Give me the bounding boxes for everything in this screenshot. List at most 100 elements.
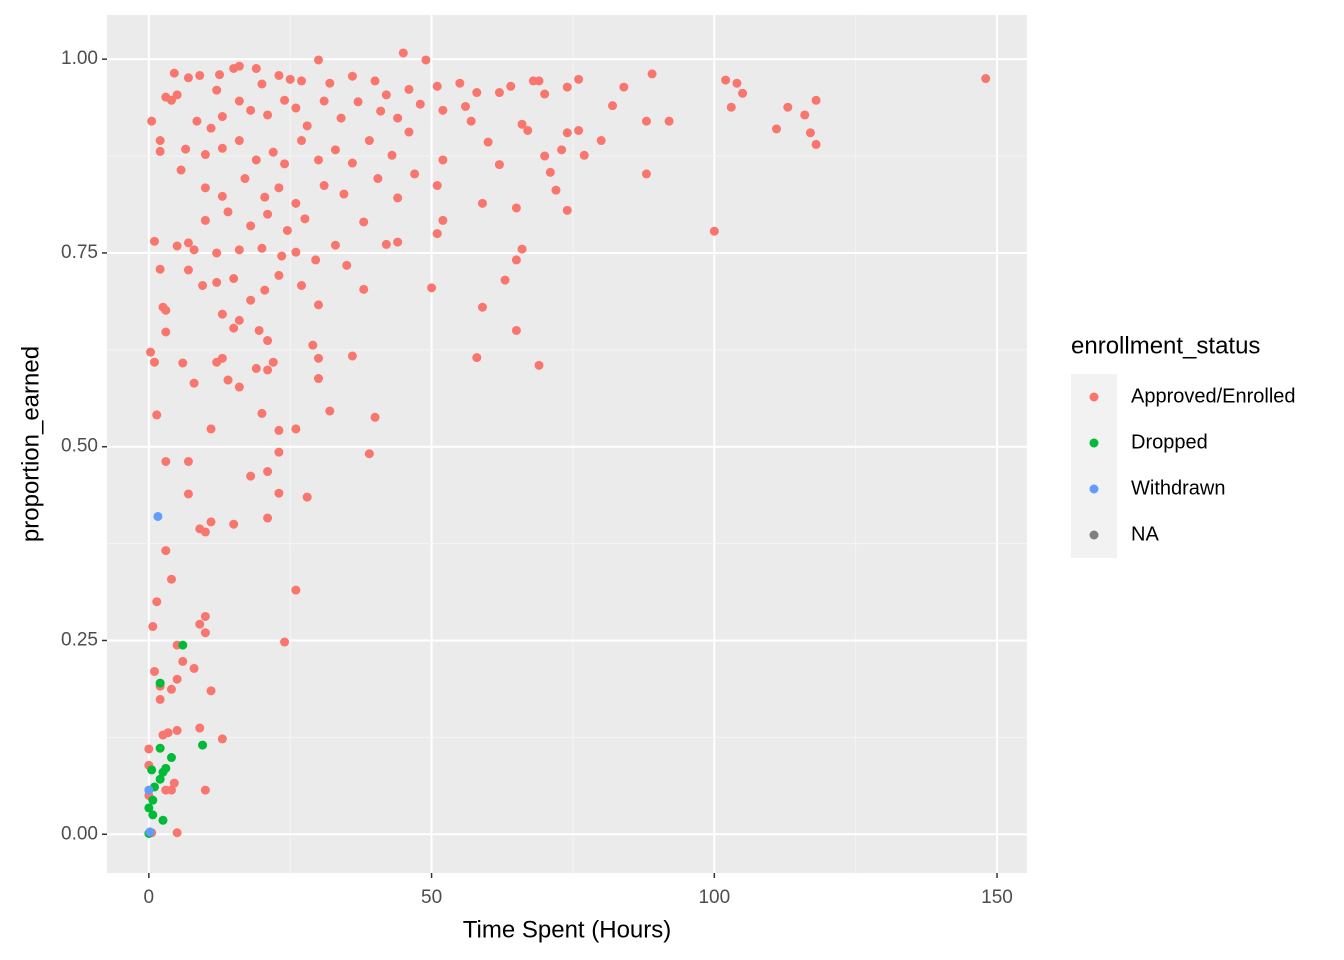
point xyxy=(223,207,233,217)
point xyxy=(268,147,278,157)
point xyxy=(144,744,154,754)
point xyxy=(313,155,323,165)
point xyxy=(176,165,186,175)
point xyxy=(494,160,504,170)
point xyxy=(155,146,165,156)
point xyxy=(274,70,284,80)
legend: Approved/Enrolled Dropped Withdrawn NA xyxy=(1071,374,1296,558)
point xyxy=(336,113,346,123)
point xyxy=(709,226,719,236)
y-tick-label: 0.00 xyxy=(61,823,98,844)
point xyxy=(772,124,782,134)
point xyxy=(155,678,165,688)
grid xyxy=(107,15,1027,873)
point xyxy=(223,375,233,385)
point xyxy=(148,795,158,805)
point xyxy=(155,264,165,274)
point xyxy=(325,406,335,416)
legend-label: NA xyxy=(1131,523,1159,545)
point xyxy=(178,358,188,368)
point xyxy=(200,785,210,795)
point xyxy=(500,275,510,285)
point xyxy=(263,467,273,477)
point xyxy=(153,511,163,521)
point xyxy=(313,300,323,310)
point xyxy=(523,125,533,135)
point xyxy=(319,181,329,191)
point xyxy=(183,265,193,275)
point xyxy=(438,215,448,225)
point xyxy=(215,70,225,80)
point xyxy=(511,255,521,265)
y-tick-label: 0.75 xyxy=(61,242,98,263)
point xyxy=(189,378,199,388)
point xyxy=(145,827,155,837)
point xyxy=(147,116,157,126)
point xyxy=(217,112,227,122)
point xyxy=(376,106,386,116)
legend-key xyxy=(1089,530,1099,540)
point xyxy=(195,70,205,80)
point xyxy=(263,110,273,120)
point xyxy=(506,81,516,91)
point xyxy=(155,694,165,704)
point xyxy=(393,193,403,203)
legend-label: Dropped xyxy=(1131,431,1208,453)
point xyxy=(347,158,357,168)
point xyxy=(161,546,171,556)
point xyxy=(172,241,182,251)
point xyxy=(319,96,329,106)
point xyxy=(330,145,340,155)
point xyxy=(206,686,216,696)
point xyxy=(147,765,157,775)
point xyxy=(172,725,182,735)
point xyxy=(268,357,278,367)
point xyxy=(297,76,307,86)
point xyxy=(596,136,606,146)
point xyxy=(805,128,815,138)
point xyxy=(263,513,273,523)
point xyxy=(189,245,199,255)
point xyxy=(738,88,748,98)
point xyxy=(438,105,448,115)
point xyxy=(641,116,651,126)
point xyxy=(347,351,357,361)
point xyxy=(260,285,270,295)
point xyxy=(200,215,210,225)
point xyxy=(981,74,991,84)
point xyxy=(483,137,493,147)
point xyxy=(195,619,205,629)
point xyxy=(398,48,408,58)
x-tick-label: 150 xyxy=(981,887,1013,908)
point xyxy=(158,767,168,777)
point xyxy=(229,323,239,333)
point xyxy=(217,353,227,363)
point xyxy=(664,116,674,126)
point xyxy=(415,99,425,109)
point xyxy=(163,728,173,738)
point xyxy=(172,90,182,100)
point xyxy=(257,79,267,89)
point xyxy=(234,136,244,146)
point xyxy=(472,88,482,98)
legend-label: Withdrawn xyxy=(1131,477,1225,499)
point xyxy=(166,785,176,795)
point xyxy=(212,277,222,287)
point xyxy=(325,78,335,88)
point xyxy=(229,274,239,284)
point xyxy=(291,585,301,595)
point xyxy=(152,410,162,420)
point xyxy=(300,214,310,224)
point xyxy=(313,55,323,65)
point xyxy=(274,183,284,193)
legend-key xyxy=(1089,484,1099,494)
point xyxy=(732,78,742,88)
point xyxy=(166,574,176,584)
point xyxy=(721,75,731,85)
point xyxy=(195,524,205,534)
point xyxy=(291,198,301,208)
point xyxy=(410,169,420,179)
point xyxy=(404,127,414,137)
point xyxy=(461,101,471,111)
point xyxy=(359,217,369,227)
